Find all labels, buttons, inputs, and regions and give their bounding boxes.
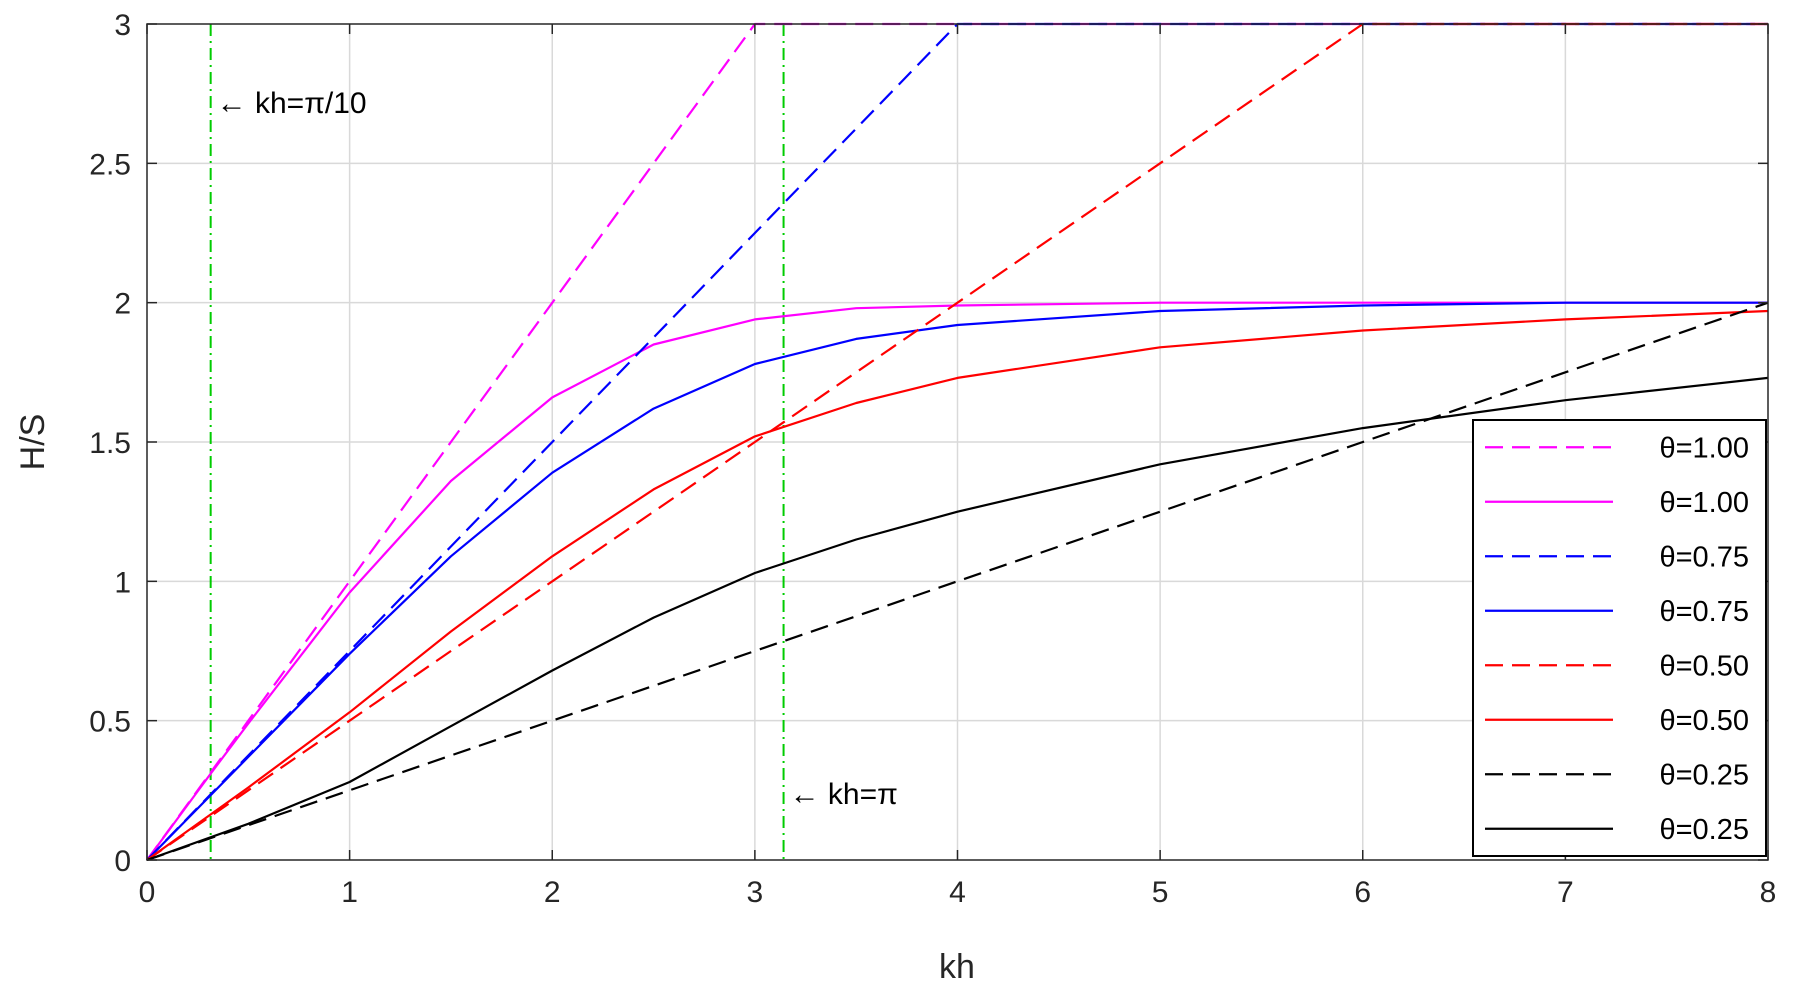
y-tick-label: 3: [114, 9, 131, 42]
reference-lines: [209, 24, 785, 860]
legend-label-7: θ=0.25: [1659, 814, 1749, 846]
legend-label-4: θ=0.50: [1659, 650, 1749, 682]
reference-line-label: ← kh=π: [790, 778, 898, 811]
x-tick-label: 8: [1760, 876, 1777, 909]
legend-label-5: θ=0.50: [1659, 705, 1749, 737]
x-axis-title: kh: [939, 948, 975, 986]
legend-label-6: θ=0.25: [1659, 759, 1749, 791]
legend-label-0: θ=1.00: [1659, 432, 1749, 464]
legend-label-2: θ=0.75: [1659, 541, 1749, 573]
annotations: ← kh=π/10 ← kh=π: [217, 87, 898, 811]
x-tick-label: 6: [1354, 876, 1371, 909]
legend: θ=1.00 θ=1.00 θ=0.75 θ=0.75 θ=0.50 θ=0.50 θ=0.…: [1472, 419, 1767, 857]
y-tick-label: 0.5: [89, 706, 131, 739]
x-tick-label: 4: [949, 876, 966, 909]
ticks: 0 1 2 3 4 5 6 7 8 0 0.5 1 1.5 2 2.5 3: [89, 9, 1776, 909]
y-tick-label: 1: [114, 566, 131, 599]
series-line-7: [146, 376, 1769, 862]
reference-line-label: ← kh=π/10: [217, 87, 367, 120]
x-tick-label: 3: [747, 876, 764, 909]
y-tick-label: 2.5: [89, 148, 131, 181]
y-tick-label: 1.5: [89, 427, 131, 460]
y-axis-title: H/S: [14, 414, 52, 471]
y-tick-label: 0: [114, 845, 131, 878]
x-tick-label: 5: [1152, 876, 1169, 909]
series-line-1: [146, 301, 1768, 861]
series-line-5: [146, 309, 1769, 861]
x-tick-label: 7: [1557, 876, 1574, 909]
x-tick-label: 1: [341, 876, 358, 909]
series-line-3: [146, 301, 1768, 861]
x-tick-label: 0: [139, 876, 156, 909]
y-tick-label: 2: [114, 288, 131, 321]
legend-label-1: θ=1.00: [1659, 487, 1749, 519]
x-tick-label: 2: [544, 876, 561, 909]
series-line-6: [146, 301, 1769, 862]
legend-label-3: θ=0.75: [1659, 596, 1749, 628]
legend-box: [1472, 419, 1767, 857]
